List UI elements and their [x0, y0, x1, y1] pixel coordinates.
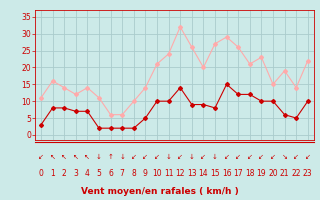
Text: ↙: ↙	[259, 154, 264, 160]
Text: 1: 1	[50, 168, 55, 178]
Text: ↓: ↓	[212, 154, 218, 160]
Text: 10: 10	[152, 168, 162, 178]
Text: 11: 11	[164, 168, 173, 178]
Text: ↙: ↙	[235, 154, 241, 160]
Text: ↓: ↓	[189, 154, 195, 160]
Text: 13: 13	[187, 168, 196, 178]
Text: ↙: ↙	[142, 154, 148, 160]
Text: 16: 16	[222, 168, 231, 178]
Text: 23: 23	[303, 168, 313, 178]
Text: 14: 14	[199, 168, 208, 178]
Text: ↖: ↖	[84, 154, 90, 160]
Text: ↙: ↙	[154, 154, 160, 160]
Text: ↘: ↘	[282, 154, 288, 160]
Text: 18: 18	[245, 168, 254, 178]
Text: 20: 20	[268, 168, 278, 178]
Text: ↖: ↖	[61, 154, 67, 160]
Text: Vent moyen/en rafales ( km/h ): Vent moyen/en rafales ( km/h )	[81, 187, 239, 196]
Text: ↓: ↓	[96, 154, 102, 160]
Text: 15: 15	[210, 168, 220, 178]
Text: ↓: ↓	[119, 154, 125, 160]
Text: ↓: ↓	[166, 154, 172, 160]
Text: ↙: ↙	[270, 154, 276, 160]
Text: 22: 22	[292, 168, 301, 178]
Text: 5: 5	[97, 168, 101, 178]
Text: ↙: ↙	[177, 154, 183, 160]
Text: 19: 19	[257, 168, 266, 178]
Text: 7: 7	[120, 168, 124, 178]
Text: ↙: ↙	[305, 154, 311, 160]
Text: 9: 9	[143, 168, 148, 178]
Text: ↙: ↙	[38, 154, 44, 160]
Text: 3: 3	[73, 168, 78, 178]
Text: 12: 12	[175, 168, 185, 178]
Text: ↙: ↙	[200, 154, 206, 160]
Text: 17: 17	[233, 168, 243, 178]
Text: 4: 4	[85, 168, 90, 178]
Text: ↙: ↙	[131, 154, 137, 160]
Text: ↖: ↖	[50, 154, 56, 160]
Text: 8: 8	[132, 168, 136, 178]
Text: 2: 2	[62, 168, 67, 178]
Text: 0: 0	[39, 168, 44, 178]
Text: 21: 21	[280, 168, 289, 178]
Text: ↑: ↑	[108, 154, 114, 160]
Text: 6: 6	[108, 168, 113, 178]
Text: ↖: ↖	[73, 154, 79, 160]
Text: ↙: ↙	[247, 154, 253, 160]
Text: ↙: ↙	[224, 154, 229, 160]
Text: ↙: ↙	[293, 154, 299, 160]
